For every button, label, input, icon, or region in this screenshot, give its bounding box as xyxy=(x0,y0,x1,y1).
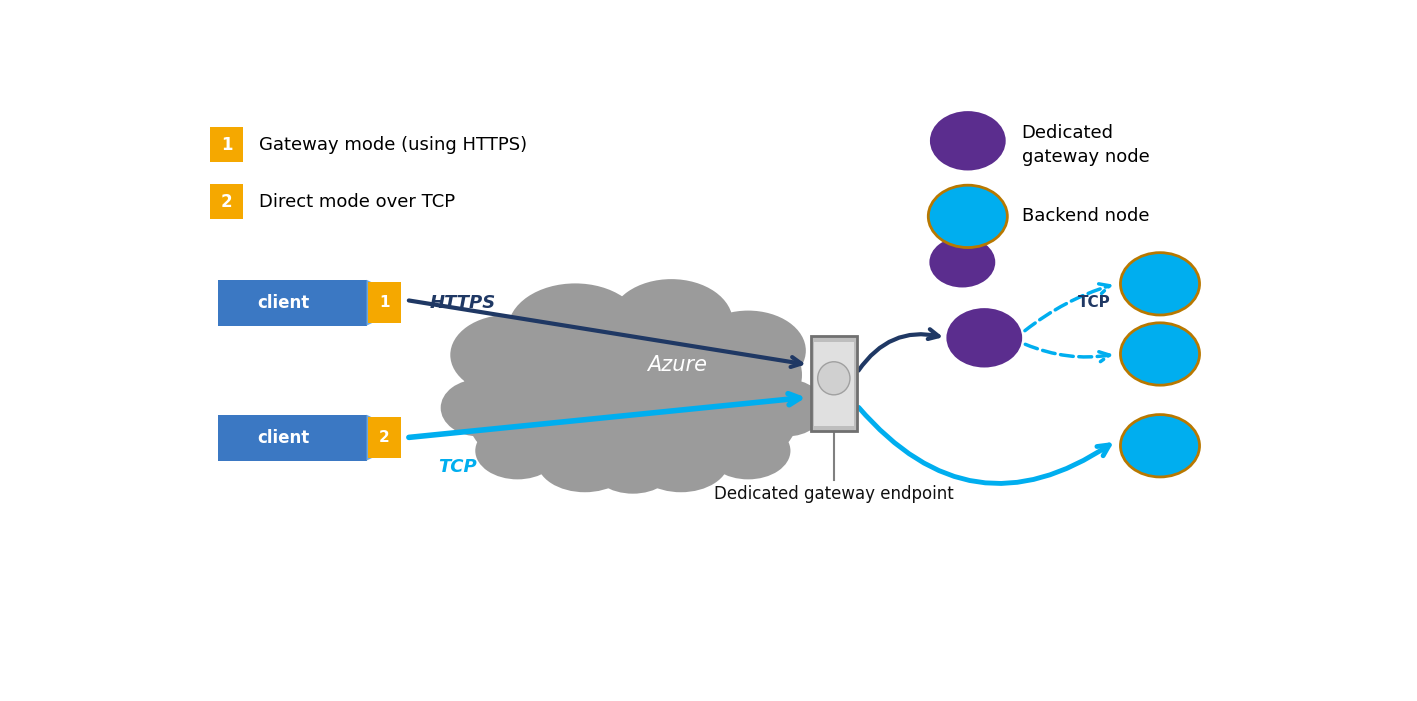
Ellipse shape xyxy=(1121,252,1200,315)
Text: TCP: TCP xyxy=(1077,295,1111,311)
Ellipse shape xyxy=(690,311,806,390)
Ellipse shape xyxy=(475,422,560,479)
Text: HTTPS: HTTPS xyxy=(429,294,496,312)
Text: Backend node: Backend node xyxy=(1022,207,1149,225)
FancyBboxPatch shape xyxy=(210,184,244,219)
Ellipse shape xyxy=(451,315,565,395)
Text: TCP: TCP xyxy=(438,458,476,477)
Polygon shape xyxy=(367,280,391,326)
Ellipse shape xyxy=(930,111,1006,170)
FancyBboxPatch shape xyxy=(218,280,367,326)
Ellipse shape xyxy=(947,308,1022,367)
FancyBboxPatch shape xyxy=(813,342,853,426)
Ellipse shape xyxy=(463,320,609,429)
Ellipse shape xyxy=(609,279,733,365)
Ellipse shape xyxy=(928,185,1007,247)
Ellipse shape xyxy=(537,381,728,472)
Text: Dedicated: Dedicated xyxy=(1022,123,1114,142)
FancyBboxPatch shape xyxy=(218,415,367,461)
Text: 2: 2 xyxy=(378,430,390,445)
Ellipse shape xyxy=(527,311,738,448)
Ellipse shape xyxy=(662,379,796,465)
Text: 1: 1 xyxy=(221,136,232,154)
FancyBboxPatch shape xyxy=(367,283,401,323)
Ellipse shape xyxy=(818,362,850,395)
FancyBboxPatch shape xyxy=(367,417,401,458)
Text: gateway node: gateway node xyxy=(1022,148,1149,166)
Text: Azure: Azure xyxy=(646,355,707,375)
Polygon shape xyxy=(367,415,391,461)
Ellipse shape xyxy=(656,320,802,429)
Text: Gateway mode (using HTTPS): Gateway mode (using HTTPS) xyxy=(259,136,527,154)
Ellipse shape xyxy=(930,237,995,287)
Ellipse shape xyxy=(1121,414,1200,477)
Text: client: client xyxy=(258,429,310,447)
Text: 2: 2 xyxy=(221,193,232,210)
Ellipse shape xyxy=(591,437,674,494)
Ellipse shape xyxy=(537,429,633,492)
Text: Dedicated gateway endpoint: Dedicated gateway endpoint xyxy=(714,485,954,503)
Text: Direct mode over TCP: Direct mode over TCP xyxy=(259,193,456,210)
Ellipse shape xyxy=(748,379,825,437)
Ellipse shape xyxy=(633,429,728,492)
FancyBboxPatch shape xyxy=(811,336,857,431)
Ellipse shape xyxy=(507,283,642,375)
FancyBboxPatch shape xyxy=(210,128,244,163)
Text: client: client xyxy=(258,294,310,312)
Ellipse shape xyxy=(469,379,604,465)
Text: 1: 1 xyxy=(378,295,390,311)
Ellipse shape xyxy=(706,422,791,479)
Ellipse shape xyxy=(441,379,517,437)
Ellipse shape xyxy=(1121,323,1200,385)
